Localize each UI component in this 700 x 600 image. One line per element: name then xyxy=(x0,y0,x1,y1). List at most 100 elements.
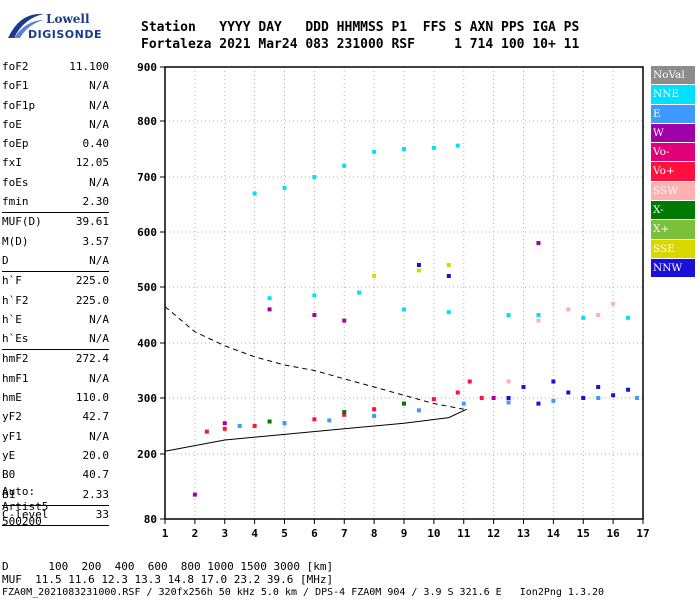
data-point-nne xyxy=(581,315,586,320)
footer-muf-line: MUF 11.5 11.6 12.3 13.3 14.8 17.0 23.2 3… xyxy=(2,573,334,586)
data-point-nne xyxy=(402,307,406,312)
data-point-nne xyxy=(282,186,287,190)
data-point-e xyxy=(237,424,242,428)
x-tick-label: 10 xyxy=(427,527,440,540)
param-name: hmF1 xyxy=(2,371,29,385)
param-value: 40.7 xyxy=(82,468,110,482)
data-point-e xyxy=(635,396,640,400)
data-point-nnw xyxy=(416,263,421,267)
y-tick-label: 600 xyxy=(137,226,157,239)
data-point-e xyxy=(551,398,556,403)
legend-item-vo-: Vo+ xyxy=(651,162,695,181)
x-tick-label: 3 xyxy=(221,527,228,540)
param-value: 2.30 xyxy=(82,195,110,209)
scaled-parameters-panel: foF2 11.100 foF1 N/A foF1p N/A foE N/A foEp 0.40 f… xyxy=(2,58,110,527)
param-value: 0.40 xyxy=(82,137,110,151)
param-value: N/A xyxy=(89,175,109,189)
param-value: 33 xyxy=(95,507,109,521)
auto-version: 500200 xyxy=(2,515,42,528)
param-value: 20.0 xyxy=(82,448,110,462)
data-point-nne xyxy=(402,147,406,151)
data-point-vo- xyxy=(342,412,347,417)
param-row: foF2 11.100 xyxy=(2,58,109,77)
param-name: hmF2 xyxy=(2,352,29,366)
param-name: foF2 xyxy=(2,60,29,73)
data-point-vo- xyxy=(252,424,257,428)
x-tick-label: 14 xyxy=(547,527,561,540)
data-point-w xyxy=(312,313,317,317)
param-row: foE N/A xyxy=(2,116,109,135)
data-point-nne xyxy=(446,310,451,315)
header-values: Fortaleza 2021 Mar24 083 231000 RSF 1 71… xyxy=(141,37,580,52)
param-row: foF1 N/A xyxy=(2,77,109,96)
data-point-nne xyxy=(342,163,347,168)
auto-program: Artist5 xyxy=(2,500,49,513)
data-point-nnw xyxy=(596,385,601,389)
y-tick-label: 900 xyxy=(137,61,157,74)
x-tick-label: 5 xyxy=(281,527,288,540)
lowell-digisonde-logo: Lowell DIGISONDE xyxy=(6,8,116,48)
data-point-vo- xyxy=(431,397,436,402)
param-row: M(D) 3.57 xyxy=(2,233,109,252)
param-row: foEs N/A xyxy=(2,174,109,193)
y-tick-label: 800 xyxy=(137,115,157,128)
data-point-w xyxy=(491,396,496,400)
param-row: B1 2.33 xyxy=(2,486,109,505)
data-point-vo- xyxy=(372,407,377,412)
data-point-e xyxy=(596,396,601,400)
data-point-nnw xyxy=(521,385,526,389)
x-tick-label: 13 xyxy=(517,527,530,540)
y-tick-label: 300 xyxy=(137,392,157,405)
data-point-sse xyxy=(446,263,451,267)
param-row: yF1 N/A xyxy=(2,428,109,447)
data-point-e xyxy=(416,408,421,413)
param-value: N/A xyxy=(89,312,109,326)
param-value: N/A xyxy=(89,79,109,93)
data-point-ssw xyxy=(566,307,571,312)
param-separator xyxy=(2,349,109,351)
x-tick-label: 8 xyxy=(371,527,378,540)
param-value: 3.57 xyxy=(82,234,110,248)
data-point-ssw xyxy=(596,313,601,317)
polarization-legend: NoVal NNE E W Vo- Vo+ SSW X- X+ SSE NNW xyxy=(651,66,695,278)
data-point-w xyxy=(342,318,347,323)
param-row: yE 20.0 xyxy=(2,447,109,466)
param-name: M(D) xyxy=(2,234,29,248)
param-value: 225.0 xyxy=(75,293,109,307)
brand-line1: Lowell xyxy=(46,12,90,26)
param-name: D xyxy=(2,253,9,267)
x-tick-label: 4 xyxy=(251,527,258,540)
legend-item-sse: SSE xyxy=(651,239,695,258)
data-point-x- xyxy=(402,401,406,406)
param-row: foF1p N/A xyxy=(2,97,109,116)
param-value: 272.4 xyxy=(75,352,109,366)
data-point-nne xyxy=(312,293,317,298)
param-name: yF2 xyxy=(2,410,22,424)
data-point-nnw xyxy=(536,401,541,406)
data-point-e xyxy=(506,400,511,405)
y-tick-label: 400 xyxy=(137,337,157,350)
param-separator xyxy=(2,504,109,506)
data-point-vo- xyxy=(479,396,484,400)
autoscaling-info: Auto: Artist5 500200 xyxy=(2,484,48,529)
data-point-w xyxy=(222,421,227,426)
param-name: MUF(D) xyxy=(2,215,42,229)
legend-item-ssw: SSW xyxy=(651,181,695,201)
x-tick-label: 7 xyxy=(341,527,348,540)
data-point-w xyxy=(267,307,272,312)
param-name: h`Es xyxy=(2,332,29,346)
param-name: B1 xyxy=(2,487,16,501)
data-point-nne xyxy=(357,290,362,295)
param-value: N/A xyxy=(89,253,109,267)
param-value: 225.0 xyxy=(75,274,109,288)
param-name: fxI xyxy=(2,156,22,170)
param-row: C-level 33 xyxy=(2,506,109,525)
data-point-nne xyxy=(372,149,377,154)
param-row: h`F 225.0 xyxy=(2,272,109,291)
legend-item-vo-: Vo- xyxy=(651,143,695,162)
data-point-nnw xyxy=(506,396,511,400)
y-tick-label: 500 xyxy=(137,281,157,294)
param-name: foE xyxy=(2,117,22,131)
data-point-nnw xyxy=(566,390,571,395)
param-row: h`F2 225.0 xyxy=(2,292,109,311)
